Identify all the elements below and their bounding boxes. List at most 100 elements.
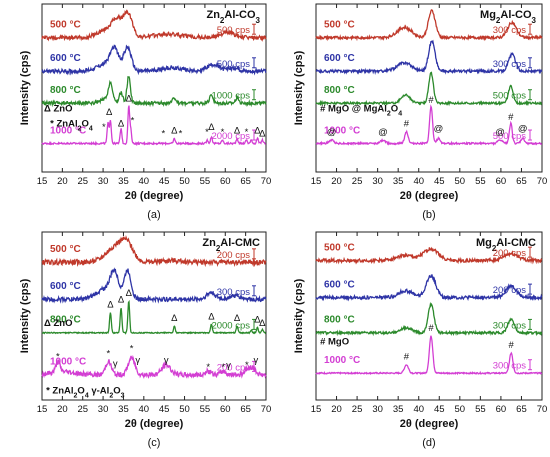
peak-marker: # <box>508 112 514 123</box>
peak-marker: # <box>404 119 410 130</box>
peak-marker: γ <box>135 355 140 366</box>
x-tick-label: 40 <box>413 176 424 187</box>
x-axis-label: 2θ (degree) <box>125 190 184 202</box>
y-axis-label: Intensity (cps) <box>19 50 31 125</box>
x-tick-label: 25 <box>77 404 88 415</box>
peak-marker: Δ <box>259 129 266 140</box>
peak-marker: Δ <box>106 107 113 118</box>
peak-marker: @ <box>495 127 505 138</box>
phase-legend: # MgO @ MgAl2O4 <box>320 104 402 118</box>
peak-marker: γ <box>164 355 169 366</box>
y-axis-label: Intensity (cps) <box>293 50 305 125</box>
peak-marker: Δ <box>254 125 261 136</box>
scale-label: 300 cps <box>493 25 527 36</box>
x-tick-label: 65 <box>516 404 527 415</box>
peak-marker: * <box>179 129 183 140</box>
peak-marker: Δ <box>171 125 178 136</box>
panel-label: (d) <box>422 437 435 449</box>
panel-title: Zn2Al-CO3 <box>206 9 260 25</box>
peak-marker: Δ <box>234 125 241 136</box>
peak-marker: @ <box>518 124 528 135</box>
peak-marker: γ <box>113 358 118 369</box>
scale-label: 300 cps <box>217 287 251 298</box>
series-label: 1000 °C <box>324 125 360 136</box>
panel-label: (b) <box>422 209 435 221</box>
x-tick-label: 20 <box>331 176 342 187</box>
peak-marker: Δ <box>126 93 133 104</box>
phase-legend: # MgO <box>320 337 349 348</box>
x-tick-label: 55 <box>475 176 486 187</box>
scale-label: 200 cps <box>217 250 251 261</box>
x-tick-label: 65 <box>240 404 251 415</box>
series-line <box>41 234 267 268</box>
peak-marker: # <box>509 340 515 351</box>
peak-marker: γ <box>226 360 231 371</box>
panel-title: Zn2Al-CMC <box>202 237 260 253</box>
phase-legend: * ZnAl2O4 γ-Al2O3 <box>46 385 125 399</box>
x-tick-label: 70 <box>261 176 272 187</box>
series-line <box>41 267 267 304</box>
series-line <box>315 335 543 376</box>
x-tick-label: 45 <box>434 404 445 415</box>
peak-marker: * <box>131 115 135 126</box>
series-line <box>41 9 267 42</box>
peak-marker: γ <box>253 355 258 366</box>
scale-label: 500 cps <box>217 59 251 70</box>
x-tick-label: 65 <box>240 176 251 187</box>
chart-panel-c: 15 20 25 30 35 40 45 50 55 60 65 70 2θ (degree) Inten… <box>19 231 272 449</box>
peak-marker: Δ <box>118 295 125 306</box>
peak-marker: Δ <box>234 313 241 324</box>
series-line <box>41 105 266 147</box>
series-label: 600 °C <box>324 53 355 64</box>
chart-panel-b: 15 20 25 30 35 40 45 50 55 60 65 70 2θ (degree) Inten… <box>293 3 548 221</box>
peak-marker: * <box>221 127 225 138</box>
scale-label: 300 cps <box>493 361 527 372</box>
series-line <box>315 71 543 107</box>
peak-marker: Δ <box>126 288 133 299</box>
series-label: 800 °C <box>50 315 81 326</box>
series-label: 500 °C <box>50 20 81 31</box>
series-label: 1000 °C <box>324 355 360 366</box>
x-tick-label: 35 <box>393 176 404 187</box>
series-line <box>315 9 543 42</box>
x-tick-label: 30 <box>372 404 383 415</box>
x-tick-label: 35 <box>393 404 404 415</box>
scale-label: 1000 cps <box>211 91 250 102</box>
x-tick-label: 45 <box>159 404 170 415</box>
x-tick-label: 50 <box>179 404 190 415</box>
x-tick-label: 30 <box>98 176 109 187</box>
peak-marker: # <box>404 352 410 363</box>
x-tick-label: 40 <box>139 404 150 415</box>
scale-label: 500 cps <box>217 25 251 36</box>
plot-frame <box>315 3 543 173</box>
series-line <box>315 246 543 265</box>
x-tick-label: 40 <box>413 404 424 415</box>
series-line <box>41 44 267 76</box>
x-tick-label: 20 <box>57 176 68 187</box>
x-tick-label: 65 <box>516 176 527 187</box>
x-tick-label: 30 <box>98 404 109 415</box>
peak-marker: # <box>428 323 434 334</box>
x-tick-label: 15 <box>311 404 322 415</box>
x-tick-label: 25 <box>77 176 88 187</box>
peak-marker: * <box>107 348 111 359</box>
scale-label: 200 cps <box>493 248 527 259</box>
x-tick-label: 15 <box>37 176 48 187</box>
x-tick-label: 70 <box>537 176 548 187</box>
series-label: 600 °C <box>324 279 355 290</box>
x-tick-label: 70 <box>261 404 272 415</box>
x-tick-label: 25 <box>352 404 363 415</box>
peak-marker: * <box>162 129 166 140</box>
series-line <box>41 354 267 379</box>
series-label: 500 °C <box>324 242 355 253</box>
peak-marker: * <box>102 122 106 133</box>
x-tick-label: 20 <box>331 404 342 415</box>
peak-marker: * <box>245 127 249 138</box>
peak-marker: * <box>205 127 209 138</box>
series-line <box>315 39 543 75</box>
peak-marker: * <box>130 343 134 354</box>
x-tick-label: 15 <box>311 176 322 187</box>
x-axis-label: 2θ (degree) <box>400 418 459 430</box>
series-label: 800 °C <box>50 85 81 96</box>
